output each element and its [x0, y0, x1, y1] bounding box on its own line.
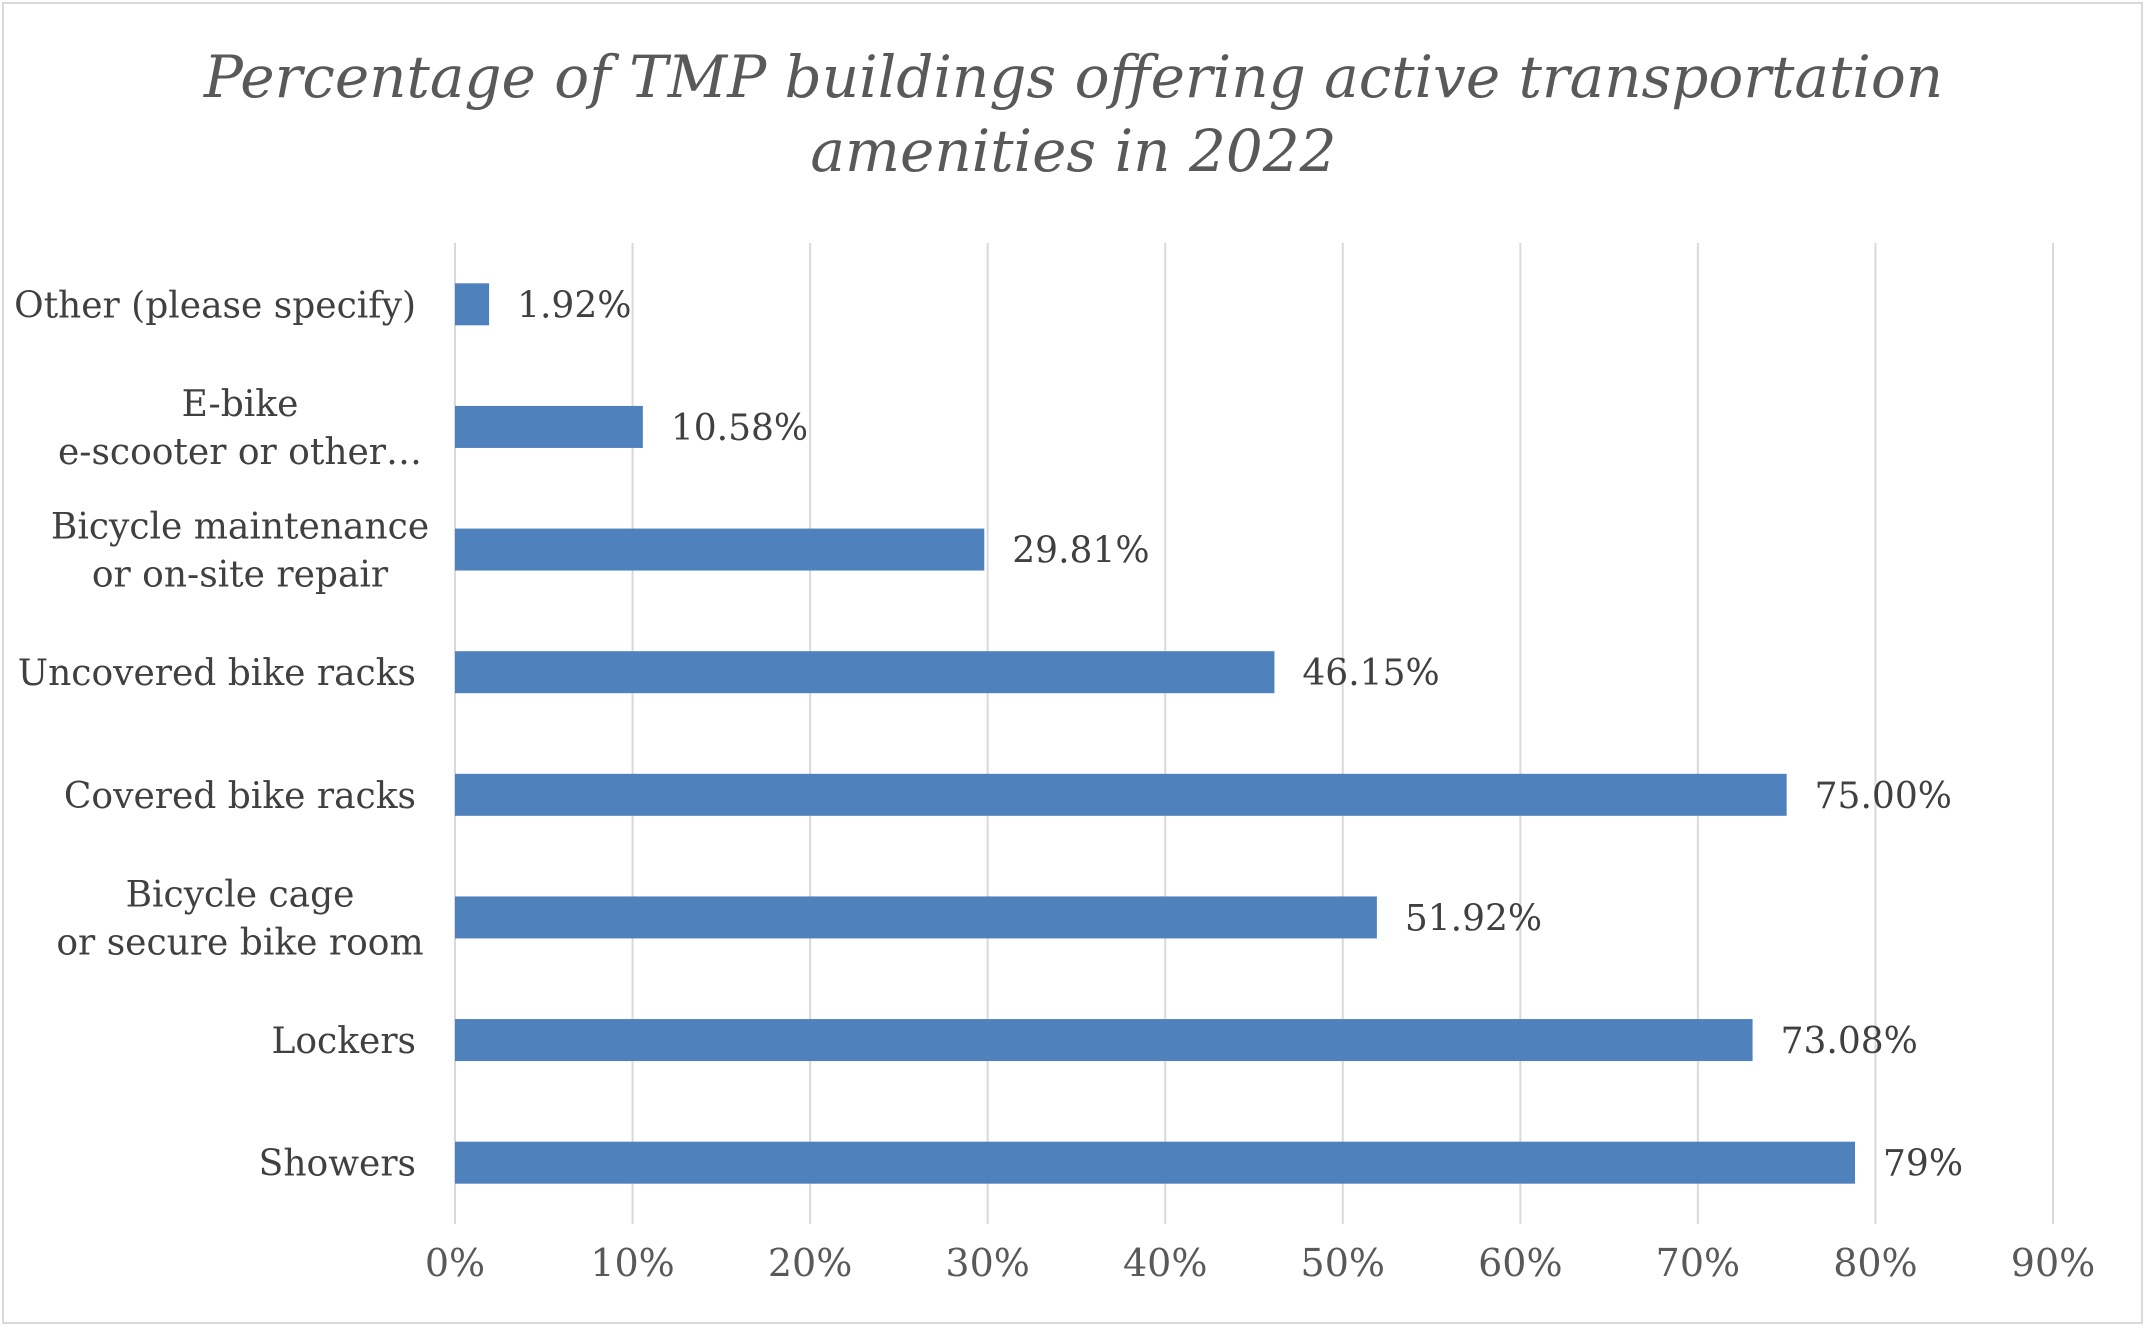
category-label: Bicycle cage — [126, 874, 355, 915]
data-label: 79% — [1883, 1144, 1963, 1185]
data-label: 10.58% — [671, 408, 808, 449]
bar-6 — [455, 405, 643, 448]
data-label: 75.00% — [1815, 776, 1952, 817]
category-label: Bicycle maintenance — [51, 507, 429, 548]
category-label: Other (please specify) — [14, 285, 416, 326]
category-label: or secure bike room — [56, 922, 423, 963]
x-tick-label: 60% — [1478, 1241, 1562, 1285]
bar-5 — [455, 528, 985, 571]
bar-0 — [455, 1141, 1856, 1184]
category-label: Showers — [259, 1144, 416, 1185]
chart-title: Percentage of TMP buildings offering act… — [203, 43, 1944, 185]
category-label: E-bike — [182, 384, 299, 425]
data-label: 29.81% — [1012, 531, 1149, 572]
x-tick-label: 90% — [2011, 1241, 2095, 1285]
x-tick-label: 10% — [590, 1241, 674, 1285]
data-label: 46.15% — [1302, 653, 1439, 694]
bar-4 — [455, 651, 1275, 694]
category-label: Uncovered bike racks — [18, 653, 416, 694]
bar-2 — [455, 896, 1377, 939]
gridlines — [454, 243, 2054, 1224]
data-label: 51.92% — [1405, 898, 1542, 939]
x-tick-label: 80% — [1833, 1241, 1917, 1285]
data-label: 1.92% — [517, 285, 631, 326]
x-tick-label: 50% — [1301, 1241, 1385, 1285]
x-tick-label: 40% — [1123, 1241, 1207, 1285]
category-label: Lockers — [271, 1021, 416, 1062]
bar-1 — [455, 1019, 1753, 1062]
x-tick-label: 20% — [768, 1241, 852, 1285]
bar-3 — [455, 773, 1787, 816]
x-tick-label: 70% — [1656, 1241, 1740, 1285]
bar-7 — [455, 283, 490, 326]
category-label: or on-site repair — [92, 555, 389, 596]
category-label: e-scooter or other… — [58, 432, 422, 473]
x-tick-label: 30% — [945, 1241, 1029, 1285]
category-label: Covered bike racks — [64, 776, 416, 817]
bars — [455, 283, 1856, 1184]
data-label: 73.08% — [1781, 1021, 1918, 1062]
x-tick-label: 0% — [425, 1241, 485, 1285]
labels: 0% 10% 20% 30% 40% 50% 60% 70% 80% 90% 79% Showers 7… — [14, 285, 2095, 1285]
